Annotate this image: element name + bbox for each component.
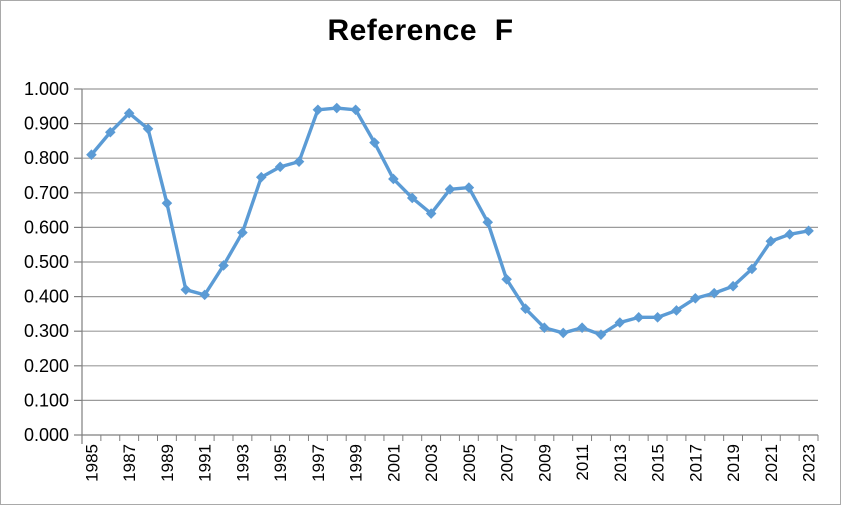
x-tick-label: 1999 bbox=[347, 444, 366, 482]
data-point-marker bbox=[425, 208, 437, 219]
data-point-marker bbox=[727, 280, 739, 292]
data-point-marker bbox=[105, 126, 116, 138]
data-point-marker bbox=[746, 263, 758, 275]
data-point-marker bbox=[444, 184, 456, 195]
x-tick-label: 2017 bbox=[686, 444, 705, 482]
data-point-marker bbox=[142, 123, 154, 135]
data-point-marker bbox=[86, 149, 97, 161]
y-tick-label: 0.900 bbox=[24, 114, 69, 134]
y-tick-label: 1.000 bbox=[24, 79, 69, 99]
data-point-marker bbox=[765, 235, 777, 247]
x-tick-label: 1985 bbox=[82, 444, 101, 482]
chart-title: Reference F bbox=[327, 14, 514, 47]
y-tick-label: 0.100 bbox=[24, 390, 69, 410]
data-point-marker bbox=[539, 322, 550, 334]
data-point-marker bbox=[482, 216, 494, 228]
y-tick-label: 0.400 bbox=[24, 287, 69, 307]
x-tick-label: 2015 bbox=[649, 444, 668, 482]
x-tick-label: 2005 bbox=[460, 444, 479, 482]
data-point-marker bbox=[614, 317, 626, 328]
x-tick-label: 2021 bbox=[762, 444, 781, 482]
x-tick-label: 2007 bbox=[498, 444, 517, 482]
line-series bbox=[89, 106, 811, 337]
axes bbox=[81, 89, 818, 444]
y-tick-label: 0.800 bbox=[24, 148, 69, 168]
x-tick-label: 1993 bbox=[233, 444, 252, 482]
x-tick-label: 1989 bbox=[158, 444, 177, 482]
data-point-marker bbox=[293, 156, 305, 167]
data-point-marker bbox=[180, 284, 192, 295]
y-tick-label: 0.000 bbox=[24, 425, 69, 445]
data-point-marker bbox=[331, 102, 343, 114]
x-tick-label: 1997 bbox=[309, 444, 328, 482]
data-point-marker bbox=[501, 273, 512, 285]
data-point-marker bbox=[388, 173, 399, 185]
data-point-marker bbox=[274, 161, 286, 173]
data-point-marker bbox=[255, 171, 267, 183]
data-point-marker bbox=[633, 312, 645, 323]
data-point-marker bbox=[557, 327, 569, 339]
data-point-marker bbox=[690, 293, 701, 304]
data-point-marker bbox=[520, 303, 531, 315]
data-point-marker bbox=[576, 322, 588, 334]
x-tick-label: 2019 bbox=[724, 444, 743, 482]
y-tick-label: 0.200 bbox=[24, 356, 69, 376]
x-tick-label: 2003 bbox=[422, 444, 441, 482]
data-point-marker bbox=[652, 312, 663, 323]
x-tick-label: 1987 bbox=[120, 444, 139, 482]
x-axis-tick-labels: 1985 1987 1989 1991 1993 1995 1997 1999 2001 2003… bbox=[82, 444, 818, 482]
data-point-marker bbox=[218, 260, 229, 271]
x-tick-label: 2023 bbox=[800, 444, 819, 482]
y-tick-label: 0.500 bbox=[24, 252, 69, 272]
data-point-marker bbox=[803, 225, 814, 237]
series-markers bbox=[86, 102, 814, 340]
x-tick-label: 2001 bbox=[384, 444, 403, 482]
data-point-marker bbox=[199, 289, 210, 301]
data-point-marker bbox=[350, 104, 361, 116]
data-point-marker bbox=[784, 229, 795, 240]
series-line bbox=[89, 106, 811, 337]
data-point-marker bbox=[595, 329, 607, 340]
data-point-marker bbox=[406, 192, 418, 204]
data-point-marker bbox=[463, 182, 475, 193]
data-point-marker bbox=[161, 197, 173, 209]
y-tick-label: 0.300 bbox=[24, 321, 69, 341]
x-tick-label: 2009 bbox=[535, 444, 554, 482]
data-point-marker bbox=[369, 137, 380, 148]
data-point-marker bbox=[237, 227, 248, 238]
gridlines bbox=[82, 88, 818, 401]
axis-ticks bbox=[74, 88, 819, 441]
data-point-marker bbox=[312, 104, 324, 116]
y-axis-tick-labels: 1.000 0.900 0.800 0.700 0.600 0.500 0.400 0.300… bbox=[24, 79, 69, 445]
x-tick-label: 2011 bbox=[573, 444, 592, 481]
data-point-marker bbox=[708, 287, 720, 299]
y-tick-label: 0.700 bbox=[24, 183, 69, 203]
x-tick-label: 2013 bbox=[611, 444, 630, 482]
x-tick-label: 1995 bbox=[271, 444, 290, 482]
data-point-marker bbox=[671, 305, 682, 316]
x-tick-label: 1991 bbox=[196, 444, 215, 482]
y-tick-label: 0.600 bbox=[24, 217, 69, 237]
data-point-marker bbox=[123, 107, 135, 119]
